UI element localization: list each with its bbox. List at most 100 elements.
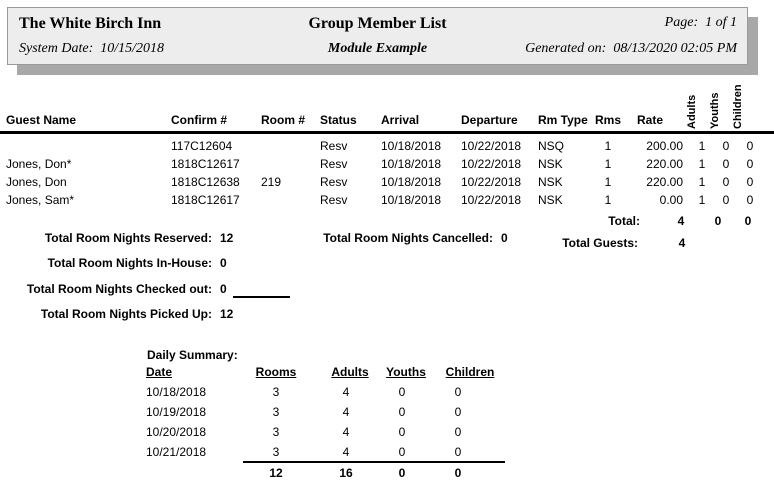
cell-departure: 10/22/2018 — [461, 157, 522, 171]
checkedout-label: Total Room Nights Checked out: — [26, 282, 212, 296]
cell-youths: 0 — [722, 175, 730, 189]
ds-rooms: 3 — [272, 405, 280, 419]
column-header-status: Status — [320, 113, 357, 127]
column-header-rmtype: Rm Type — [538, 113, 588, 127]
cell-youths: 0 — [722, 193, 730, 207]
table-row: Jones, Don* 1818C12617 Resv 10/18/2018 1… — [0, 157, 774, 175]
ds-adults: 4 — [342, 425, 350, 439]
ds-header-date: Date — [146, 365, 173, 379]
inhouse-value: 0 — [220, 256, 227, 270]
ds-header-youths: Youths — [386, 365, 426, 379]
pickedup-value: 12 — [220, 307, 234, 321]
table-row: 117C12604 Resv 10/18/2018 10/22/2018 NSQ… — [0, 139, 774, 157]
daily-summary-row: 10/19/2018 3 4 0 0 — [0, 405, 774, 423]
cell-departure: 10/22/2018 — [461, 175, 522, 189]
reserved-label: Total Room Nights Reserved: — [44, 231, 212, 245]
ds-date: 10/21/2018 — [146, 445, 207, 459]
ds-adults: 4 — [342, 445, 350, 459]
daily-summary-row: 10/21/2018 3 4 0 0 — [0, 445, 774, 463]
column-header-rms: Rms — [594, 113, 621, 127]
column-header-guest: Guest Name — [6, 113, 77, 127]
ds-rooms: 3 — [272, 445, 280, 459]
ds-total-adults: 16 — [339, 466, 353, 480]
header-rule — [0, 131, 774, 134]
ds-children: 0 — [454, 445, 462, 459]
column-header-departure: Departure — [461, 113, 518, 127]
cell-rate: 200.00 — [646, 139, 683, 153]
pickedup-label: Total Room Nights Picked Up: — [40, 307, 212, 321]
cell-arrival: 10/18/2018 — [381, 157, 442, 171]
cell-rms: 1 — [604, 157, 612, 171]
ds-total-children: 0 — [454, 466, 462, 480]
ds-total-youths: 0 — [398, 466, 406, 480]
cell-guest: Jones, Sam* — [6, 193, 75, 207]
ds-date: 10/20/2018 — [146, 425, 207, 439]
cell-children: 0 — [746, 157, 754, 171]
column-header-room: Room # — [261, 113, 306, 127]
cell-adults: 1 — [698, 157, 706, 171]
total-youths: 0 — [714, 214, 722, 228]
cell-rmtype: NSK — [538, 193, 563, 207]
cell-status: Resv — [320, 175, 348, 189]
ds-adults: 4 — [342, 385, 350, 399]
cell-arrival: 10/18/2018 — [381, 193, 442, 207]
ds-children: 0 — [454, 425, 462, 439]
reserved-value: 12 — [220, 231, 234, 245]
daily-summary-total-row: 12 16 0 0 — [0, 466, 774, 484]
cell-confirm: 1818C12638 — [171, 175, 240, 189]
ds-youths: 0 — [398, 385, 406, 399]
cell-arrival: 10/18/2018 — [381, 139, 442, 153]
column-header-rate: Rate — [637, 113, 664, 127]
daily-summary-rule — [243, 461, 505, 463]
cell-children: 0 — [746, 193, 754, 207]
page-number: Page: 1 of 1 — [664, 15, 737, 30]
cell-departure: 10/22/2018 — [461, 139, 522, 153]
table-total-row: Total: 4 0 0 — [0, 214, 774, 232]
cell-guest: Jones, Don* — [6, 157, 72, 171]
ds-date: 10/19/2018 — [146, 405, 207, 419]
column-header-confirm: Confirm # — [171, 113, 228, 127]
daily-summary-row: 10/18/2018 3 4 0 0 — [0, 385, 774, 403]
ds-rooms: 3 — [272, 425, 280, 439]
cell-rms: 1 — [604, 175, 612, 189]
cell-youths: 0 — [722, 139, 730, 153]
cell-rmtype: NSK — [538, 157, 563, 171]
cell-rate: 0.00 — [659, 193, 683, 207]
ds-date: 10/18/2018 — [146, 385, 207, 399]
ds-youths: 0 — [398, 445, 406, 459]
hotel-name: The White Birch Inn — [19, 15, 162, 32]
cell-rms: 1 — [604, 193, 612, 207]
cell-rmtype: NSQ — [538, 139, 565, 153]
cell-confirm: 1818C12617 — [171, 193, 240, 207]
cell-rms: 1 — [604, 139, 612, 153]
total-label: Total: — [608, 214, 640, 228]
ds-total-rooms: 12 — [269, 466, 283, 480]
cell-adults: 1 — [698, 193, 706, 207]
total-guests-label: Total Guests: — [562, 236, 638, 250]
ds-header-children: Children — [445, 365, 495, 379]
cell-adults: 1 — [698, 175, 706, 189]
report-header: The White Birch Inn Group Member List Pa… — [7, 7, 748, 65]
table-header-row: Guest Name Confirm # Room # Status Arriv… — [0, 113, 774, 131]
daily-summary-row: 10/20/2018 3 4 0 0 — [0, 425, 774, 443]
system-date: System Date: 10/15/2018 — [19, 41, 165, 56]
total-guests-value: 4 — [678, 236, 686, 250]
ds-header-rooms: Rooms — [255, 365, 297, 379]
module-label: Module Example — [327, 41, 428, 56]
cell-status: Resv — [320, 193, 348, 207]
cell-confirm: 117C12604 — [171, 139, 233, 153]
checkedout-rule — [233, 296, 290, 298]
cell-status: Resv — [320, 139, 348, 153]
generated-on: Generated on: 08/13/2020 02:05 PM — [525, 41, 737, 56]
cell-rmtype: NSK — [538, 175, 563, 189]
daily-summary-title: Daily Summary: — [147, 348, 238, 362]
total-children: 0 — [744, 214, 752, 228]
cell-status: Resv — [320, 157, 348, 171]
cell-adults: 1 — [698, 139, 706, 153]
ds-rooms: 3 — [272, 385, 280, 399]
cell-guest: Jones, Don — [6, 175, 67, 189]
ds-children: 0 — [454, 405, 462, 419]
column-header-arrival: Arrival — [381, 113, 420, 127]
daily-summary-header-row: Date Rooms Adults Youths Children — [0, 365, 774, 383]
